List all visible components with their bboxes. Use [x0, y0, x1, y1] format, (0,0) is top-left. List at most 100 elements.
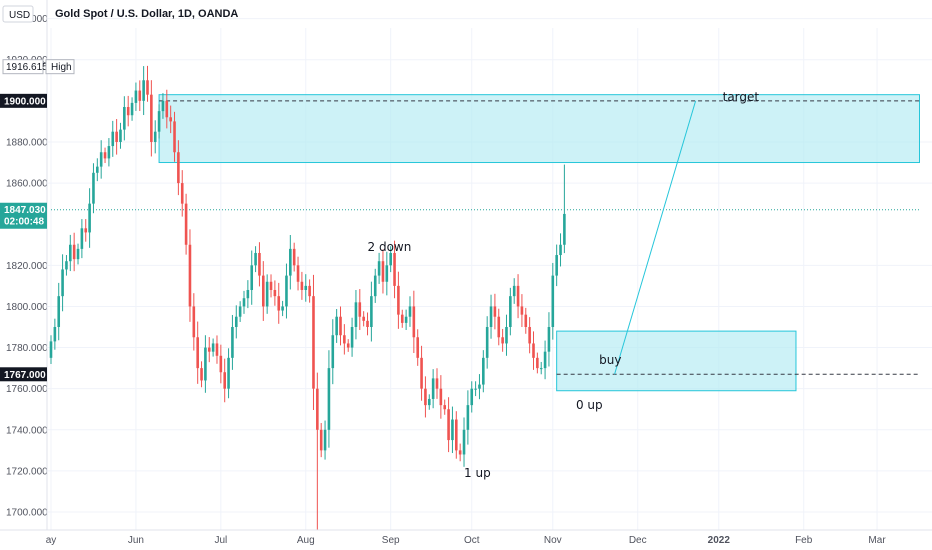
candle-body[interactable]	[265, 281, 269, 307]
candle-body[interactable]	[559, 244, 562, 256]
candle-body[interactable]	[169, 117, 172, 122]
candle-body[interactable]	[520, 306, 524, 315]
candle-body[interactable]	[408, 306, 412, 317]
candle-body[interactable]	[478, 384, 481, 389]
candle-body[interactable]	[207, 347, 211, 352]
candle-body[interactable]	[532, 343, 535, 358]
candle-body[interactable]	[184, 203, 188, 245]
candle-body[interactable]	[269, 281, 273, 290]
candle-body[interactable]	[547, 327, 551, 352]
candle-body[interactable]	[84, 228, 88, 233]
candle-body[interactable]	[381, 261, 385, 282]
candle-body[interactable]	[424, 388, 427, 406]
candle-body[interactable]	[119, 129, 122, 142]
candle-body[interactable]	[204, 347, 207, 381]
candle-body[interactable]	[57, 296, 61, 327]
candle-body[interactable]	[404, 316, 408, 323]
candle-body[interactable]	[177, 152, 180, 184]
candle-body[interactable]	[377, 261, 381, 276]
candle-body[interactable]	[99, 152, 103, 167]
candle-body[interactable]	[238, 306, 242, 317]
candle-body[interactable]	[335, 316, 338, 336]
candle-body[interactable]	[528, 327, 531, 344]
candle-body[interactable]	[316, 388, 319, 430]
projection-trend-line[interactable]	[614, 100, 697, 375]
candle-body[interactable]	[420, 357, 423, 389]
candle-body[interactable]	[512, 285, 516, 297]
candle-body[interactable]	[539, 368, 543, 370]
candle-body[interactable]	[489, 306, 493, 327]
candle-body[interactable]	[138, 90, 142, 101]
candle-body[interactable]	[231, 327, 234, 358]
annotation-buy[interactable]: buy	[599, 353, 621, 367]
annotation-1-up[interactable]: 1 up	[464, 466, 491, 480]
candle-body[interactable]	[65, 261, 68, 270]
candle-body[interactable]	[331, 335, 335, 369]
candle-body[interactable]	[451, 419, 454, 441]
candle-body[interactable]	[157, 111, 161, 132]
candle-body[interactable]	[393, 252, 396, 286]
candle-body[interactable]	[397, 285, 400, 315]
candle-body[interactable]	[308, 285, 311, 297]
candle-body[interactable]	[153, 131, 157, 142]
candle-body[interactable]	[173, 121, 176, 153]
candle-body[interactable]	[258, 252, 261, 276]
candle-body[interactable]	[470, 388, 474, 406]
candle-body[interactable]	[196, 337, 199, 369]
candle-body[interactable]	[462, 429, 466, 455]
candle-body[interactable]	[482, 357, 485, 385]
candle-body[interactable]	[134, 90, 138, 103]
candle-body[interactable]	[505, 327, 508, 344]
candle-body[interactable]	[439, 388, 443, 406]
candle-body[interactable]	[516, 285, 520, 307]
candle-body[interactable]	[493, 306, 497, 317]
candle-body[interactable]	[443, 405, 447, 410]
candle-body[interactable]	[150, 94, 153, 142]
candle-body[interactable]	[285, 275, 288, 307]
candle-body[interactable]	[88, 203, 91, 233]
candle-body[interactable]	[246, 289, 250, 299]
candle-body[interactable]	[354, 302, 358, 327]
candle-body[interactable]	[262, 275, 265, 307]
candle-body[interactable]	[370, 296, 373, 327]
candle-body[interactable]	[466, 405, 470, 430]
candle-body[interactable]	[188, 244, 192, 307]
candle-body[interactable]	[219, 355, 223, 373]
annotation-0-up[interactable]: 0 up	[576, 398, 603, 412]
candle-body[interactable]	[72, 244, 76, 260]
candle-body[interactable]	[327, 368, 331, 430]
candle-body[interactable]	[350, 327, 354, 348]
candle-body[interactable]	[300, 281, 304, 290]
candle-body[interactable]	[123, 107, 126, 130]
candle-body[interactable]	[115, 131, 118, 142]
candle-body[interactable]	[366, 320, 369, 327]
candle-body[interactable]	[427, 398, 431, 406]
candle-body[interactable]	[563, 213, 566, 245]
candle-body[interactable]	[339, 316, 342, 336]
candle-body[interactable]	[180, 183, 184, 204]
target-zone[interactable]	[158, 94, 920, 164]
candle-body[interactable]	[53, 327, 57, 342]
candle-body[interactable]	[458, 450, 462, 455]
candle-body[interactable]	[96, 166, 99, 173]
candle-body[interactable]	[76, 248, 80, 260]
candle-body[interactable]	[126, 107, 130, 116]
candle-body[interactable]	[111, 131, 115, 147]
candle-body[interactable]	[234, 316, 238, 327]
candle-body[interactable]	[161, 100, 165, 112]
candle-body[interactable]	[107, 146, 111, 159]
candle-body[interactable]	[92, 172, 95, 204]
candle-body[interactable]	[281, 306, 284, 311]
candle-body[interactable]	[254, 252, 257, 266]
candle-body[interactable]	[215, 343, 219, 356]
candle-body[interactable]	[412, 306, 416, 338]
candle-body[interactable]	[362, 316, 365, 321]
candle-body[interactable]	[373, 275, 377, 297]
candle-body[interactable]	[543, 351, 547, 369]
candle-body[interactable]	[447, 409, 450, 441]
annotation-target[interactable]: target	[723, 90, 760, 104]
candle-body[interactable]	[501, 337, 504, 344]
candle-body[interactable]	[277, 296, 281, 311]
candle-body[interactable]	[61, 269, 64, 297]
candle-body[interactable]	[80, 228, 84, 249]
